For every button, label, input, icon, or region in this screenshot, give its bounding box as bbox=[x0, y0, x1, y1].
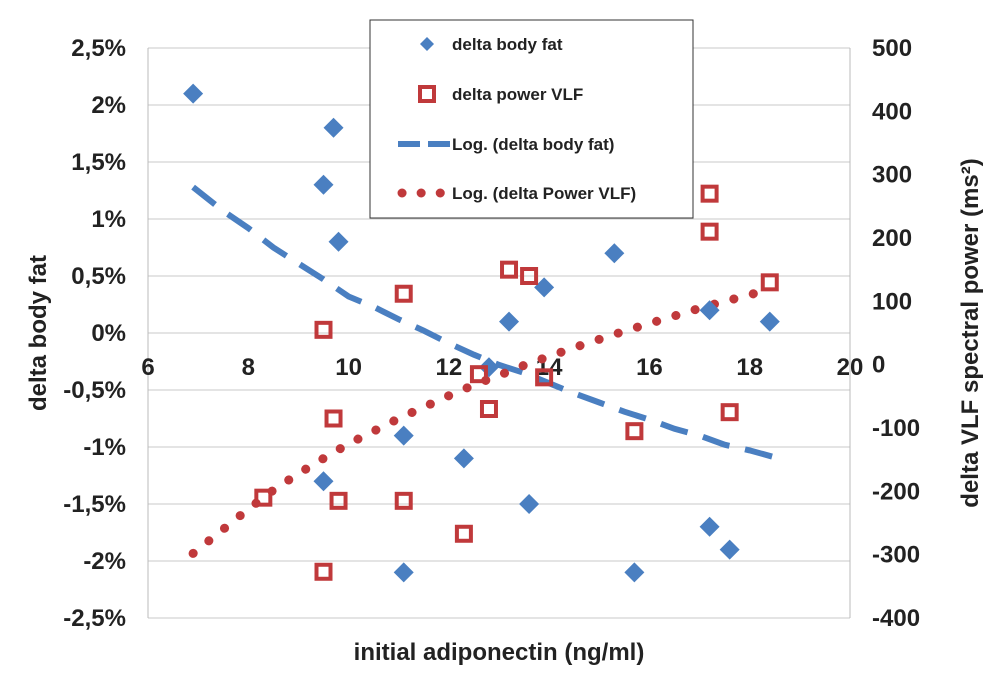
y2-tick-label: 300 bbox=[872, 162, 912, 189]
body-fat-point bbox=[499, 311, 520, 332]
y2-tick-label: 200 bbox=[872, 225, 912, 252]
body-fat-point bbox=[393, 425, 414, 446]
body-fat-point bbox=[328, 231, 349, 252]
vlf-point bbox=[324, 409, 343, 428]
vlf-point bbox=[394, 491, 413, 510]
vlf-point bbox=[500, 260, 519, 279]
legend-label: delta body fat bbox=[452, 35, 563, 54]
vlf-point bbox=[700, 184, 719, 203]
body-fat-point bbox=[183, 83, 204, 104]
body-fat-point bbox=[313, 471, 334, 492]
y-tick-label: -0,5% bbox=[63, 377, 126, 404]
legend-marker-square bbox=[418, 85, 436, 103]
body-fat-point bbox=[519, 494, 540, 514]
body-fat-point bbox=[453, 448, 474, 469]
vlf-point bbox=[520, 267, 539, 285]
vlf-point bbox=[469, 365, 488, 384]
vlf-point bbox=[314, 562, 333, 581]
body-fat-point bbox=[313, 174, 334, 195]
body-fat-point bbox=[719, 539, 740, 560]
body-fat-point bbox=[759, 311, 780, 332]
vlf-point bbox=[254, 488, 273, 507]
vlf-point bbox=[454, 524, 473, 543]
body-fat-point bbox=[323, 117, 344, 138]
x-tick-label: 8 bbox=[242, 354, 255, 381]
body-fat-point bbox=[624, 562, 645, 583]
x-tick-label: 16 bbox=[636, 354, 663, 381]
trendline-body-fat bbox=[191, 184, 776, 461]
vlf-point bbox=[700, 222, 719, 241]
y-tick-label: -2,5% bbox=[63, 605, 126, 632]
x-tick-label: 6 bbox=[141, 354, 154, 381]
y-tick-label: 1% bbox=[91, 206, 126, 233]
legend-label: Log. (delta body fat) bbox=[452, 135, 614, 154]
y2-tick-label: -100 bbox=[872, 415, 920, 442]
legend-label: Log. (delta Power VLF) bbox=[452, 184, 636, 203]
body-fat-point bbox=[534, 277, 555, 298]
legend-marker-diamond bbox=[420, 37, 434, 51]
y2-tick-label: -200 bbox=[872, 478, 920, 505]
vlf-point bbox=[720, 403, 739, 422]
legend-label: delta power VLF bbox=[452, 85, 583, 104]
x-tick-label: 18 bbox=[736, 354, 763, 381]
vlf-point bbox=[329, 491, 348, 510]
x-tick-label: 12 bbox=[436, 354, 463, 381]
y2-tick-label: 0 bbox=[872, 352, 885, 379]
vlf-point bbox=[625, 422, 644, 441]
y2-tick-label: -400 bbox=[872, 605, 920, 632]
body-fat-point bbox=[604, 243, 625, 264]
vlf-point bbox=[760, 273, 779, 292]
x-tick-label: 20 bbox=[837, 354, 864, 381]
body-fat-point bbox=[393, 562, 414, 583]
vlf-point bbox=[535, 368, 554, 387]
vlf-point bbox=[314, 320, 333, 339]
body-fat-point bbox=[699, 516, 720, 537]
y2-tick-label: 500 bbox=[872, 35, 912, 62]
x-axis-title: initial adiponectin (ng/ml) bbox=[354, 639, 645, 666]
vlf-point bbox=[394, 284, 413, 303]
y-tick-label: -2% bbox=[83, 548, 126, 575]
y2-axis-title: delta VLF spectral power (ms²) bbox=[957, 158, 984, 507]
y2-tick-label: 100 bbox=[872, 288, 912, 315]
y-tick-label: 1,5% bbox=[71, 149, 126, 176]
y-tick-label: 2,5% bbox=[71, 35, 126, 62]
vlf-point bbox=[479, 400, 498, 418]
y-tick-label: 2% bbox=[91, 92, 126, 119]
y-tick-label: -1,5% bbox=[63, 491, 126, 518]
y2-tick-label: -300 bbox=[872, 542, 920, 569]
y-axis-title: delta body fat bbox=[25, 255, 52, 411]
y-tick-label: -1% bbox=[83, 434, 126, 461]
trendline-vlf bbox=[188, 285, 770, 558]
legend-box bbox=[369, 19, 694, 219]
x-tick-label: 10 bbox=[335, 354, 362, 381]
y-tick-label: 0,5% bbox=[71, 263, 126, 290]
y-tick-label: 0% bbox=[91, 320, 126, 347]
body-fat-point bbox=[699, 300, 720, 321]
y2-tick-label: 400 bbox=[872, 98, 912, 125]
